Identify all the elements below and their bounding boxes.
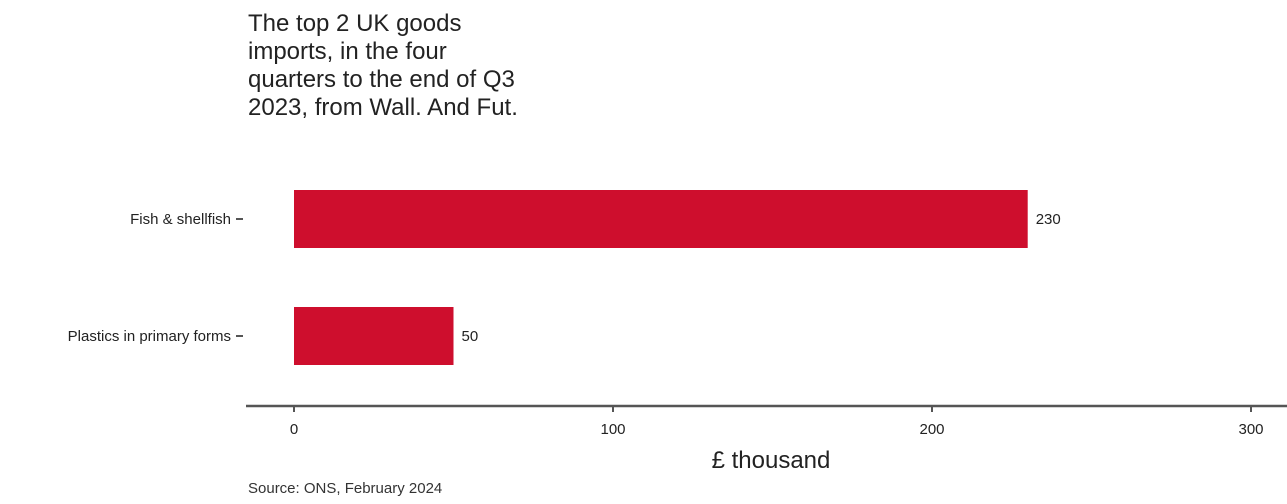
y-axis-labels: Fish & shellfish Plastics in primary form… xyxy=(68,211,243,345)
data-label-1: 50 xyxy=(462,328,479,345)
y-tick-label-1: Plastics in primary forms xyxy=(68,328,231,345)
x-tick-label-3: 300 xyxy=(1238,421,1263,438)
x-axis-title: £ thousand xyxy=(712,447,831,474)
x-tick-label-0: 0 xyxy=(290,421,298,438)
x-tick-label-2: 200 xyxy=(919,421,944,438)
bar-1 xyxy=(294,307,454,365)
bars-group: 230 50 xyxy=(294,190,1061,365)
y-tick-label-0: Fish & shellfish xyxy=(130,211,231,228)
x-axis-ticks: 0 100 200 300 xyxy=(290,406,1264,438)
bar-0 xyxy=(294,190,1028,248)
x-tick-label-1: 100 xyxy=(600,421,625,438)
data-label-0: 230 xyxy=(1036,211,1061,228)
source-note: Source: ONS, February 2024 xyxy=(248,480,443,497)
chart-title: The top 2 UK goods imports, in the four … xyxy=(248,10,518,121)
